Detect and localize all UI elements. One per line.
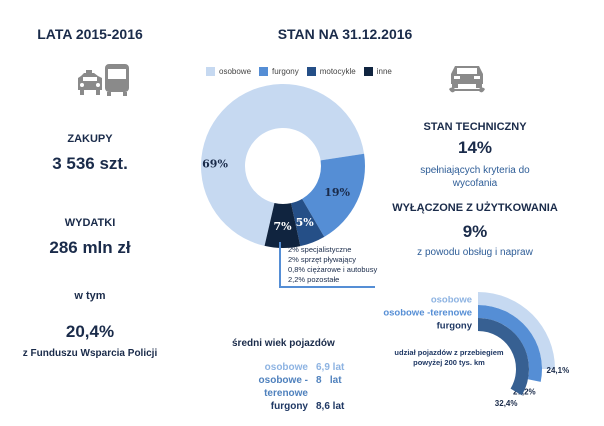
donut-slice-furgony [302,153,366,237]
legend-item-inne: inne [356,67,392,76]
radial-category-label: furgony [437,321,473,332]
donut-slice-inne [264,203,301,248]
age-type: osobowe -terenowe [258,375,308,399]
breakdown-item: 2% specjalistyczne [288,245,352,254]
left-title: LATA 2015-2016 [37,26,143,42]
legend-item-furgony: furgony [251,67,299,76]
donut-label: 5% [296,216,315,229]
tech-value: 14% [457,138,493,157]
age-type: furgony [270,401,308,412]
age-row: osobowe 6,9 lat [220,361,356,374]
donut-slice-motocykle [291,198,325,247]
donut-label: 19% [324,186,350,199]
radial-bar-osobowe -terenowe [478,305,543,382]
spending-value: 286 mln zł [49,238,131,257]
legend-label: furgony [272,67,299,76]
radial-bar-osobowe [478,292,555,369]
breakdown-item: 2,2% pozostałe [288,275,340,284]
breakdown-item: 2% sprzęt pływający [288,255,356,264]
radial-value-label: 32,4% [495,399,518,408]
tech-desc: spełniających kryteria do wycofania [420,165,530,189]
age-type: osobowe [264,362,308,373]
tech-label: STAN TECHNICZNY [423,121,527,133]
legend-swatch [206,67,215,76]
legend-swatch [306,67,316,76]
age-row: osobowe -terenowe 8 lat [220,374,356,400]
age-value: 6,9 lat [316,362,345,373]
legend-label: osobowe [219,67,252,76]
donut-label: 7% [274,220,293,233]
legend-label: motocykle [319,67,356,76]
age-row: furgony 8,6 lat [220,400,356,413]
radial-title: udział pojazdów z przebiegiem powyżej 20… [394,348,504,367]
excluded-desc: z powodu obsług i napraw [417,247,533,258]
fund-value: 20,4% [65,322,115,341]
radial-bar-furgony [478,318,529,396]
legend-item-osobowe: osobowe [198,67,251,76]
radial-value-label: 27,2% [513,388,536,397]
excluded-label: WYŁĄCZONE Z UŻYTKOWANIA [392,202,558,214]
age-table: osobowe 6,9 lat osobowe -terenowe 8 lat furg… [220,361,356,413]
taxi-bus-icon [78,64,129,96]
center-title: STAN NA 31.12.2016 [277,26,413,42]
donut-slice-osobowe [200,84,365,246]
car-repair-icon [449,66,485,93]
legend-item-motocykle: motocykle [299,67,356,76]
legend-swatch [259,67,269,76]
other-breakdown: 2% specjalistyczne 2% sprzęt pływający 0… [288,245,377,285]
fund-label: z Funduszu Wsparcia Policji [22,348,158,359]
radial-category-label: osobowe -terenowe [383,308,472,319]
including-label: w tym [74,290,106,302]
age-title: średni wiek pojazdów [232,338,335,349]
legend-label: inne [376,67,392,76]
donut-legend: osobowe furgony motocykle inne [198,67,392,76]
purchases-value: 3 536 szt. [52,154,128,173]
donut-label: 69% [202,157,228,170]
callout-underline [279,286,375,288]
callout-line [279,242,281,288]
spending-label: WYDATKI [64,217,116,229]
age-value: 8 lat [316,375,342,386]
legend-swatch [363,67,373,76]
radial-category-label: osobowe [431,295,472,306]
excluded-value: 9% [462,222,488,241]
purchases-label: ZAKUPY [67,133,113,145]
breakdown-item: 0,8% ciężarowe i autobusy [288,265,378,274]
radial-value-label: 24,1% [547,366,570,375]
age-value: 8,6 lat [316,401,345,412]
